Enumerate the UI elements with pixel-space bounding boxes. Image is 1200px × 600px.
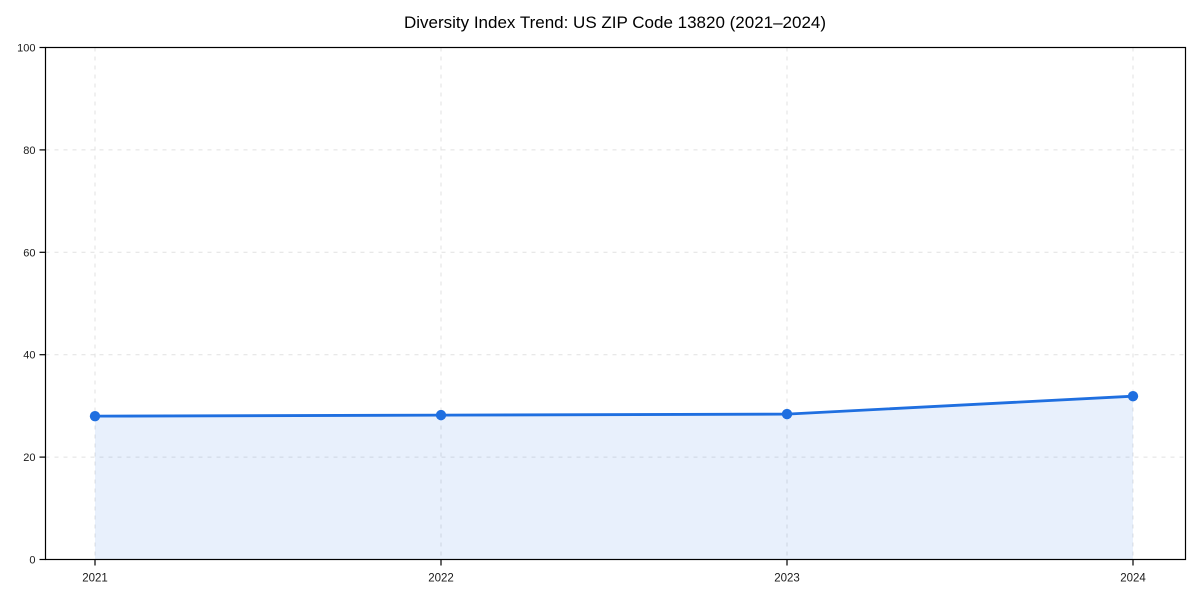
data-point-2024 [1127,390,1139,402]
data-point-2023 [781,408,793,420]
plot-border [44,46,1187,561]
x-tick-label: 2022 [428,573,454,585]
y-tick-label: 0 [29,555,35,567]
data-point-2022 [435,409,447,421]
chart-title: Diversity Index Trend: US ZIP Code 13820… [403,13,827,32]
y-tick-label: 20 [23,452,35,464]
trend-line [93,394,1135,418]
y-tick-label: 100 [17,43,35,55]
x-tick-label: 2021 [82,573,108,585]
x-tick-label: 2024 [1120,573,1146,585]
y-tick-label: 40 [23,350,35,362]
y-tick-label: 60 [23,247,35,259]
x-tick-label: 2023 [774,573,800,585]
area-fill [95,396,1133,559]
data-point-2021 [89,410,101,422]
y-tick-label: 80 [23,145,35,157]
